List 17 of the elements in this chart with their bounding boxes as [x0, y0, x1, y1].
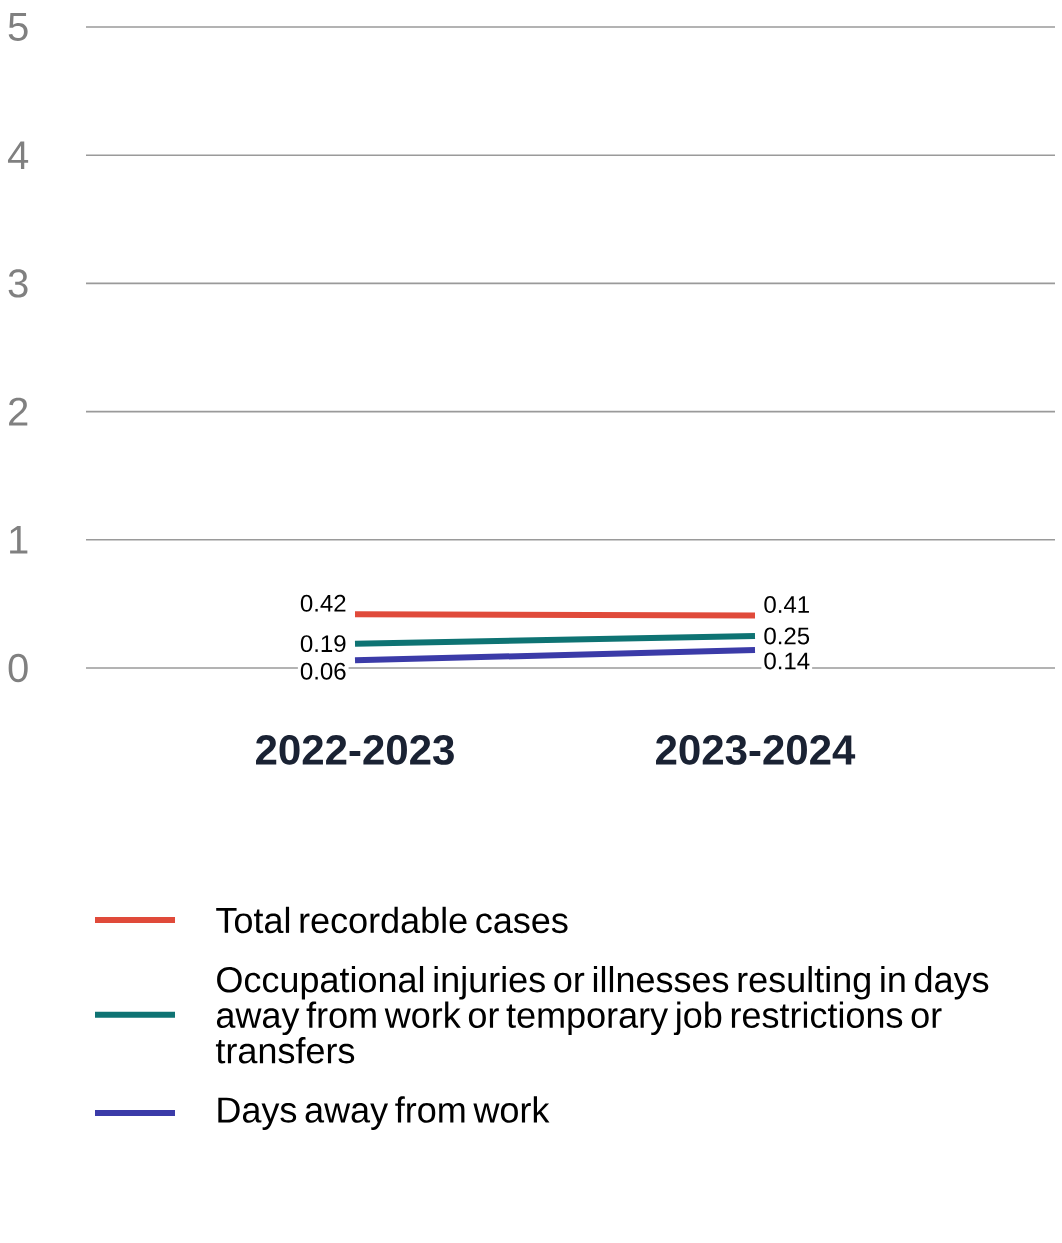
data-label: 0.41 [764, 596, 809, 614]
x-tick-label: 2022-2023 [256, 735, 454, 765]
data-label: 0.19 [300, 635, 346, 653]
y-tick-label: 3 [8, 269, 28, 298]
data-label: 0.25 [764, 627, 810, 645]
data-label: 0.06 [300, 662, 346, 680]
legend-label: Days away from work [218, 1096, 550, 1130]
y-tick-label: 0 [8, 653, 28, 683]
legend-label: Occupational injuries or illnesses resulting in days away from work or temporary job restrictions or transfers [215, 966, 989, 1064]
y-tick-label: 5 [8, 13, 28, 41]
legend-label: Total recordable cases [216, 906, 568, 934]
y-tick-label: 1 [10, 526, 28, 554]
y-tick-label: 2 [9, 397, 28, 426]
data-label: 0.42 [300, 594, 346, 612]
y-tick-label: 4 [7, 141, 29, 169]
data-label: 0.14 [764, 652, 810, 670]
x-tick-label: 2023-2024 [656, 735, 856, 765]
